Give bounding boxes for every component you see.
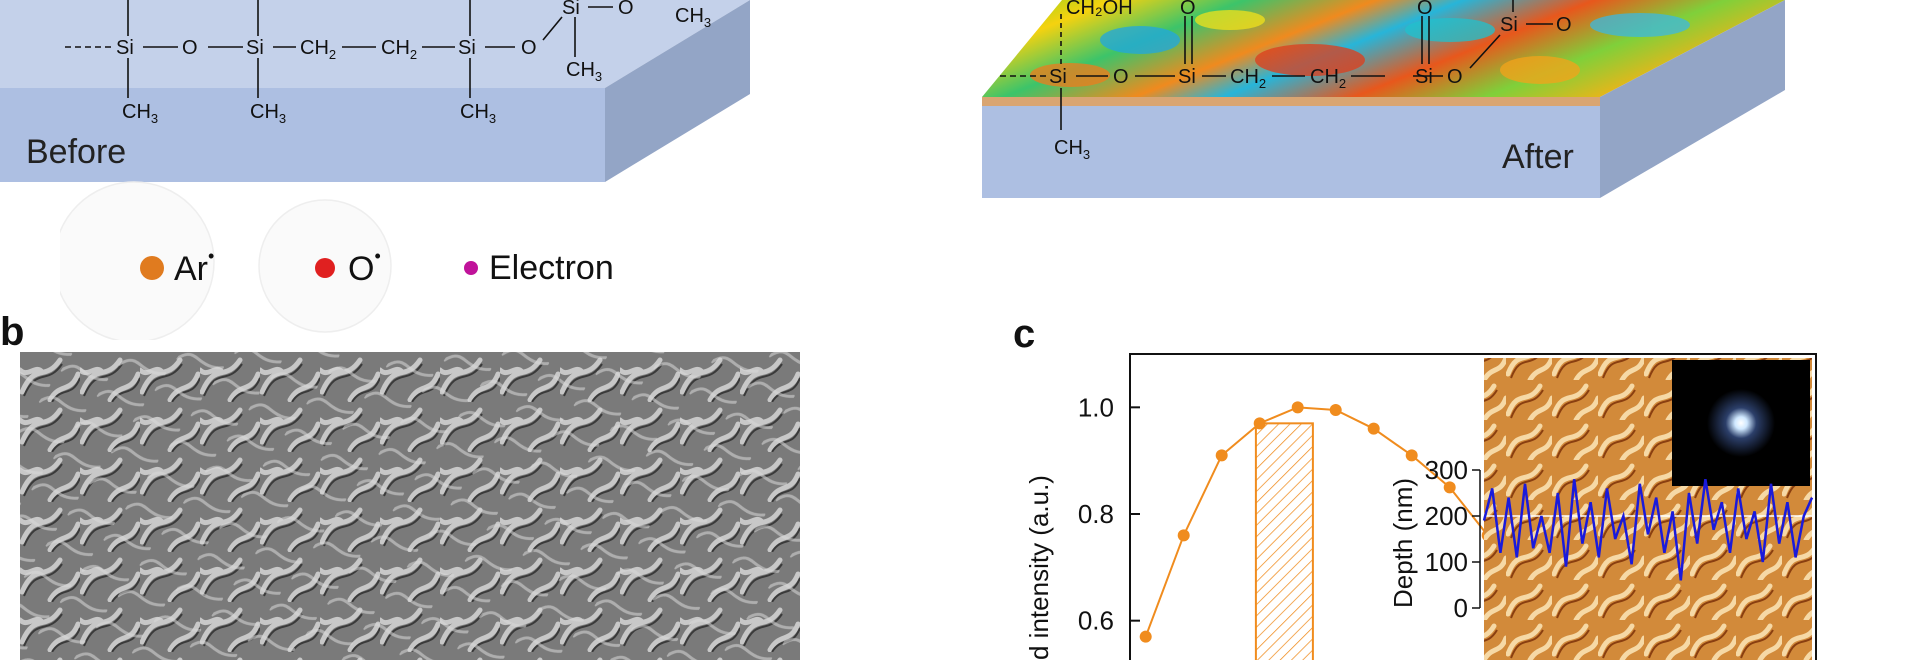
ch3-group: CH3 — [460, 101, 496, 126]
before-slab: Si O Si CH2 CH2 Si O Si O CH3 CH3 CH3 CH… — [0, 0, 750, 182]
before-slab-side — [605, 0, 750, 182]
inset-y-tick-label: 0 — [1454, 593, 1468, 623]
after-slab-side — [1600, 0, 1785, 198]
intensity-point — [1291, 401, 1304, 414]
intensity-point — [1253, 417, 1266, 430]
o-atom: O — [1113, 66, 1129, 88]
panel-b-label: b — [0, 310, 25, 354]
si-atom: Si — [1500, 14, 1518, 36]
after-label: After — [1502, 138, 1574, 176]
o-atom: O — [1180, 0, 1196, 19]
o-label: O• — [348, 246, 381, 288]
ch2-group: CH2 — [1310, 66, 1346, 91]
y-tick-label: 0.6 — [1078, 606, 1114, 636]
ar-label: Ar• — [174, 246, 214, 288]
intensity-point — [1367, 422, 1380, 435]
intensity-point — [1329, 404, 1342, 416]
inset-y-tick-label: 300 — [1425, 455, 1468, 485]
ch3-group: CH3 — [122, 101, 158, 126]
ch2-group: CH2 — [381, 37, 417, 62]
ch3-group: CH3 — [675, 5, 711, 30]
before-slab-front — [0, 88, 605, 182]
sem-micrograph — [20, 352, 800, 660]
o-atom: O — [1417, 0, 1433, 19]
before-label: Before — [26, 133, 126, 171]
si-atom: Si — [116, 37, 134, 59]
electron-dot — [464, 261, 478, 275]
ch3-group: CH3 — [1054, 137, 1090, 162]
highlight-band — [1254, 422, 1314, 660]
after-slab-edge — [982, 97, 1600, 106]
after-slab-front — [982, 106, 1600, 198]
ch3-group: CH3 — [566, 59, 602, 84]
y-axis-label: d intensity (a.u.) — [1024, 475, 1054, 660]
panel-c-label: c — [1013, 312, 1036, 356]
o-radical-dot — [315, 258, 335, 278]
si-atom: Si — [562, 0, 580, 19]
intensity-point — [1443, 481, 1456, 494]
ch2-group: CH2 — [1230, 66, 1266, 91]
inset-y-tick-label: 200 — [1425, 501, 1468, 531]
intensity-point — [1215, 449, 1228, 462]
before-slab-top — [0, 0, 750, 88]
inset-y-axis-label: Depth (nm) — [1388, 478, 1418, 608]
o-atom: O — [1447, 66, 1463, 88]
si-atom: Si — [1049, 66, 1067, 88]
electron-label: Electron — [489, 249, 614, 287]
species-legend: Ar• O• Electron — [60, 181, 614, 340]
intensity-point — [1177, 529, 1190, 542]
depth-profile-line — [1482, 479, 1814, 581]
o-atom: O — [1556, 14, 1572, 36]
o-atom: O — [521, 37, 537, 59]
y-tick-label: 0.8 — [1078, 499, 1114, 529]
heatmap-blobs — [1030, 10, 1690, 87]
plot-frame — [1129, 353, 1817, 660]
after-slab-top — [982, 0, 1785, 97]
after-slab: CH₂OH O O Si O Si CH2 CH2 Si O Si O CH3 … — [982, 0, 1785, 198]
ch3-group: CH3 — [250, 101, 286, 126]
ar-radical-dot — [140, 256, 164, 280]
ch2-group: CH2 — [300, 37, 336, 62]
intensity-point — [1139, 630, 1152, 643]
ch2oh-group: CH₂OH — [1066, 0, 1133, 19]
si-atom: Si — [246, 37, 264, 59]
plasma-bubble — [60, 181, 215, 340]
si-atom: Si — [1415, 66, 1433, 88]
o-atom: O — [182, 37, 198, 59]
intensity-point — [1405, 449, 1418, 462]
o-atom: O — [618, 0, 634, 19]
y-tick-label: 1.0 — [1078, 392, 1114, 422]
intensity-chart: d intensity (a.u.) 1.00.80.6 Depth (nm) … — [1024, 353, 1817, 660]
fft-spot — [1707, 389, 1775, 457]
si-atom: Si — [458, 37, 476, 59]
si-atom: Si — [1178, 66, 1196, 88]
inset-y-tick-label: 100 — [1425, 547, 1468, 577]
